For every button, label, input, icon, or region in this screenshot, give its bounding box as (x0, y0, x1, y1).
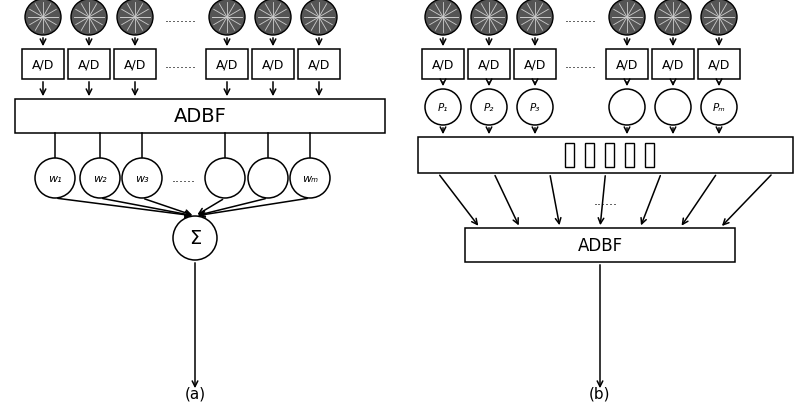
Bar (298, 50, 340, 80)
Bar (605, 144, 614, 168)
Text: ......: ...... (171, 172, 195, 185)
Text: A/D: A/D (616, 58, 638, 71)
Circle shape (609, 0, 645, 36)
Text: A/D: A/D (308, 58, 330, 71)
Text: w₁: w₁ (48, 173, 62, 184)
Circle shape (71, 0, 107, 36)
Bar (698, 50, 740, 80)
Text: P₁: P₁ (438, 103, 448, 113)
Bar (206, 50, 248, 80)
Text: A/D: A/D (432, 58, 454, 71)
Bar (68, 50, 110, 80)
Circle shape (122, 159, 162, 198)
Circle shape (301, 0, 337, 36)
Bar (565, 144, 574, 168)
Text: ........: ........ (165, 11, 197, 25)
Circle shape (471, 0, 507, 36)
Circle shape (425, 90, 461, 126)
Text: Pₘ: Pₘ (713, 103, 726, 113)
Text: ........: ........ (565, 58, 597, 71)
Circle shape (655, 0, 691, 36)
Bar (465, 229, 735, 262)
Text: A/D: A/D (662, 58, 684, 71)
Bar (645, 144, 654, 168)
Circle shape (205, 159, 245, 198)
Circle shape (517, 90, 553, 126)
Text: A/D: A/D (124, 58, 146, 71)
Text: P₂: P₂ (484, 103, 494, 113)
Bar (252, 50, 294, 80)
Circle shape (209, 0, 245, 36)
Bar (418, 138, 793, 173)
Circle shape (255, 0, 291, 36)
Bar (22, 50, 64, 80)
Circle shape (290, 159, 330, 198)
Circle shape (655, 90, 691, 126)
Circle shape (425, 0, 461, 36)
Text: (a): (a) (185, 386, 206, 401)
Bar (15, 100, 385, 134)
Bar (652, 50, 694, 80)
Text: A/D: A/D (524, 58, 546, 71)
Bar (114, 50, 156, 80)
Text: A/D: A/D (478, 58, 500, 71)
Text: A/D: A/D (78, 58, 100, 71)
Bar (585, 144, 594, 168)
Circle shape (35, 159, 75, 198)
Bar (468, 50, 510, 80)
Text: w₂: w₂ (93, 173, 107, 184)
Text: ADBF: ADBF (578, 236, 622, 254)
Circle shape (701, 90, 737, 126)
Circle shape (173, 216, 217, 261)
Text: A/D: A/D (262, 58, 284, 71)
Circle shape (701, 0, 737, 36)
Text: P₃: P₃ (530, 103, 540, 113)
Circle shape (517, 0, 553, 36)
Circle shape (248, 159, 288, 198)
Circle shape (80, 159, 120, 198)
Text: Σ: Σ (189, 229, 201, 248)
Text: ........: ........ (565, 11, 597, 25)
Text: w₃: w₃ (135, 173, 149, 184)
Text: ADBF: ADBF (174, 107, 226, 126)
Circle shape (609, 90, 645, 126)
Bar (606, 50, 648, 80)
Text: A/D: A/D (32, 58, 54, 71)
Text: A/D: A/D (708, 58, 730, 71)
Circle shape (25, 0, 61, 36)
Text: ........: ........ (165, 58, 197, 71)
Circle shape (471, 90, 507, 126)
Text: ......: ...... (594, 195, 618, 207)
Bar (514, 50, 556, 80)
Bar (422, 50, 464, 80)
Circle shape (117, 0, 153, 36)
Text: (b): (b) (590, 386, 610, 401)
Bar (625, 144, 634, 168)
Text: wₘ: wₘ (302, 173, 318, 184)
Text: A/D: A/D (216, 58, 238, 71)
